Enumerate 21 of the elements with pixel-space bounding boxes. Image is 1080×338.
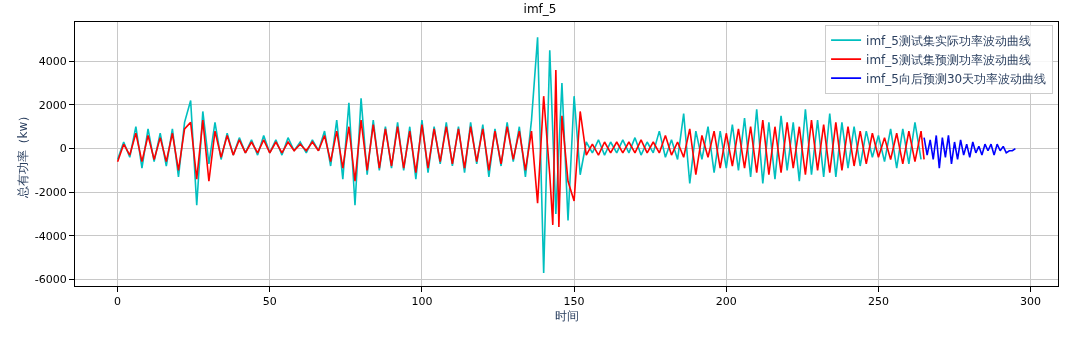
line-series <box>923 134 1017 169</box>
y-tick-label: 0 <box>59 142 67 156</box>
x-tick-label: 150 <box>563 295 585 309</box>
y-axis-title: 总有功率（kw） <box>16 109 31 200</box>
x-tick-label: 250 <box>867 295 889 309</box>
x-tick-label: 300 <box>1020 295 1042 309</box>
y-tick-label: 2000 <box>38 98 67 112</box>
line-series <box>116 36 922 274</box>
x-tick-label: 50 <box>262 295 277 309</box>
y-tick-label: -4000 <box>34 229 67 243</box>
chart-title: imf_5 <box>523 2 557 17</box>
x-axis-title: 时间 <box>554 309 579 324</box>
y-tick-label: -6000 <box>34 273 67 287</box>
legend-label: imf_5测试集实际功率波动曲线 <box>866 33 1031 48</box>
y-tick-label: 4000 <box>38 55 67 69</box>
x-tick-label: 0 <box>114 295 122 309</box>
legend-label: imf_5测试集预测功率波动曲线 <box>866 52 1031 67</box>
x-tick-label: 100 <box>411 295 433 309</box>
y-tick-label: -2000 <box>34 186 67 200</box>
x-tick-label: 200 <box>715 295 737 309</box>
legend-label: imf_5向后预测30天功率波动曲线 <box>866 71 1047 86</box>
